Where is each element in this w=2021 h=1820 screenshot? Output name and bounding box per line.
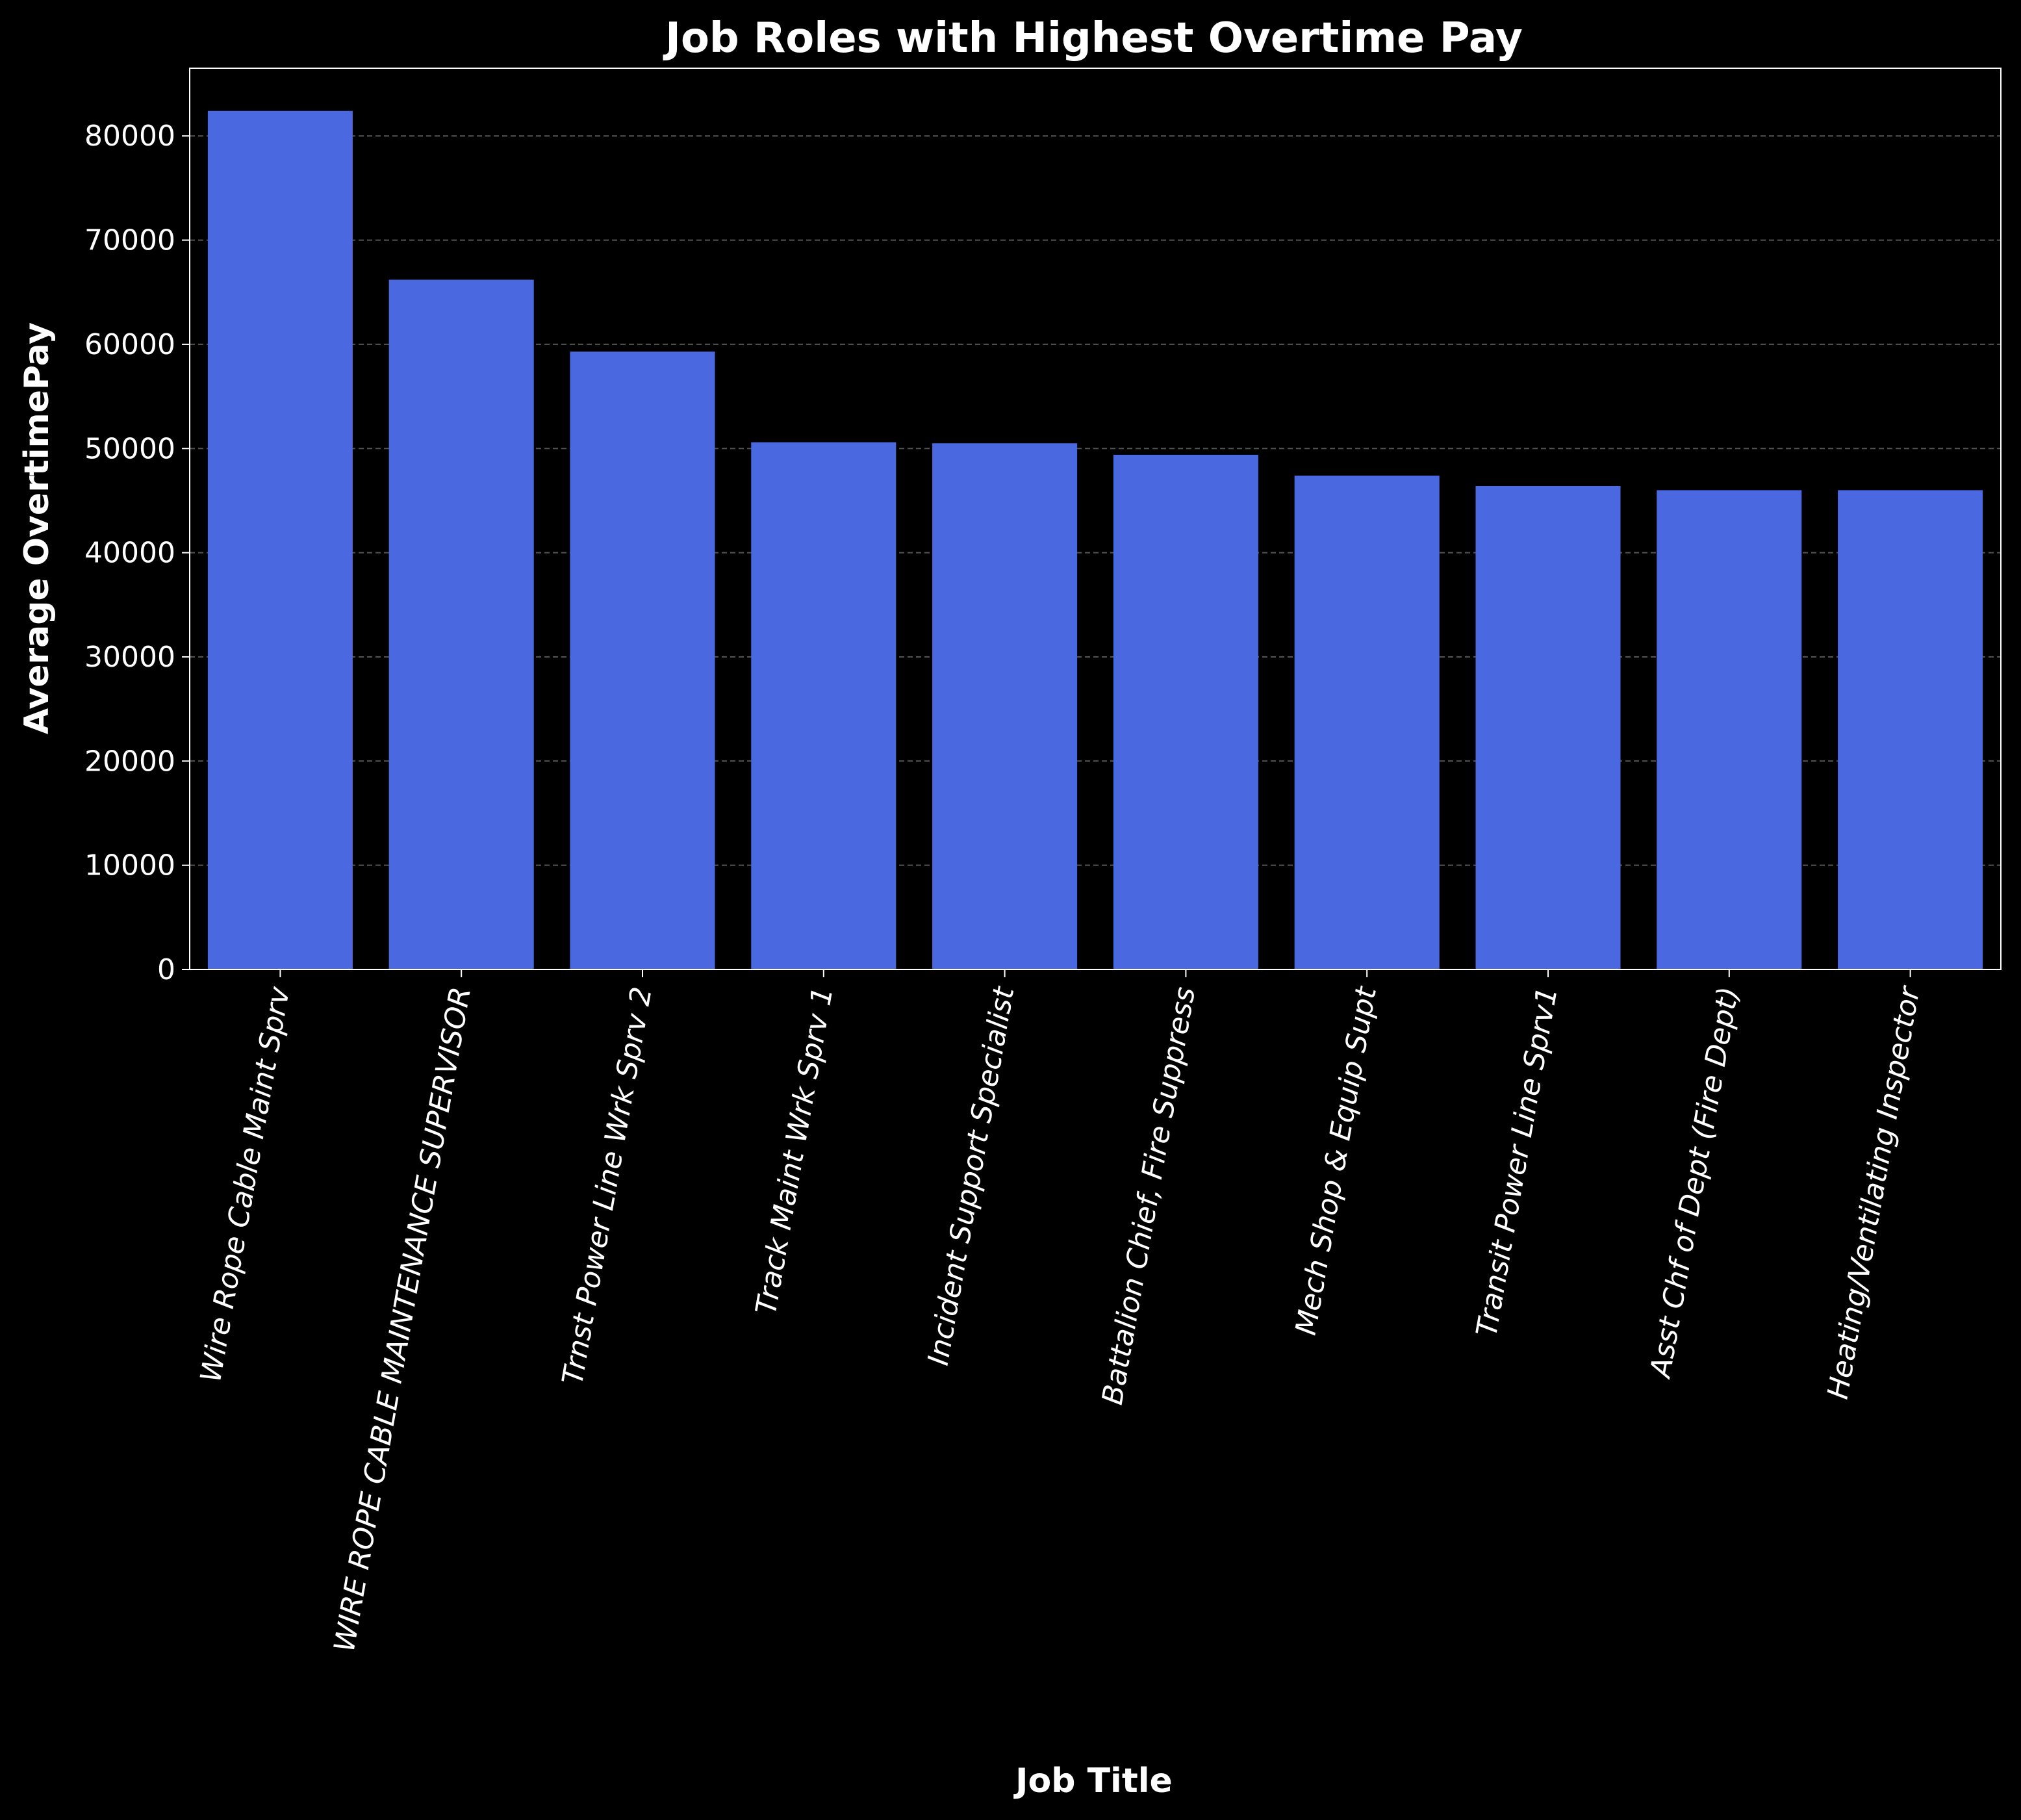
y-tick-label: 70000	[84, 224, 175, 257]
x-axis-label: Job Title	[1013, 1762, 1173, 1801]
bar	[1113, 454, 1258, 969]
bars	[207, 110, 1983, 970]
y-tick-label: 50000	[84, 432, 175, 465]
bar	[570, 352, 715, 969]
x-tick-label: Transit Power Line Sprv1	[1470, 984, 1564, 1339]
x-tick-label: Wire Rope Cable Maint Sprv	[194, 984, 296, 1385]
x-tick-label: Battalion Chief, Fire Suppress	[1096, 984, 1202, 1407]
x-tick-label: Track Maint Wrk Sprv 1	[750, 984, 840, 1317]
bar	[751, 442, 896, 969]
chart-title: Job Roles with Highest Overtime Pay	[663, 14, 1523, 62]
bar	[1294, 475, 1440, 969]
bar	[1838, 490, 1983, 969]
x-axis-ticks: Wire Rope Cable Maint Sprv WIRE ROPE CABL…	[194, 969, 1927, 1654]
y-axis-label: Average OvertimePay	[18, 322, 57, 734]
y-tick-label: 0	[157, 953, 175, 986]
y-tick-label: 30000	[84, 641, 175, 674]
x-tick-label: Trnst Power Line Wrk Sprv 2	[556, 984, 659, 1387]
bar	[1475, 485, 1621, 969]
x-tick-label: Incident Support Specialist	[922, 983, 1021, 1368]
y-tick-label: 20000	[84, 745, 175, 778]
bar	[1657, 490, 1802, 969]
x-tick-label: Asst Chf of Dept (Fire Dept)	[1644, 984, 1745, 1381]
x-tick-label: WIRE ROPE CABLE MAINTENANCE SUPERVISOR	[328, 984, 477, 1654]
bar	[388, 279, 534, 970]
y-tick-label: 60000	[84, 328, 175, 361]
y-tick-label: 80000	[84, 120, 175, 153]
y-tick-label: 10000	[84, 849, 175, 882]
x-tick-label: Mech Shop & Equip Supt	[1290, 983, 1384, 1337]
x-tick-label: Heating/Ventilating Inspector	[1822, 982, 1927, 1402]
y-axis-ticks: 0 10000 20000 30000 40000 50000 60000 70000 8000…	[84, 120, 190, 986]
bar	[207, 110, 353, 970]
bar	[932, 443, 1078, 969]
y-tick-label: 40000	[84, 537, 175, 570]
plot-frame	[189, 68, 2002, 970]
